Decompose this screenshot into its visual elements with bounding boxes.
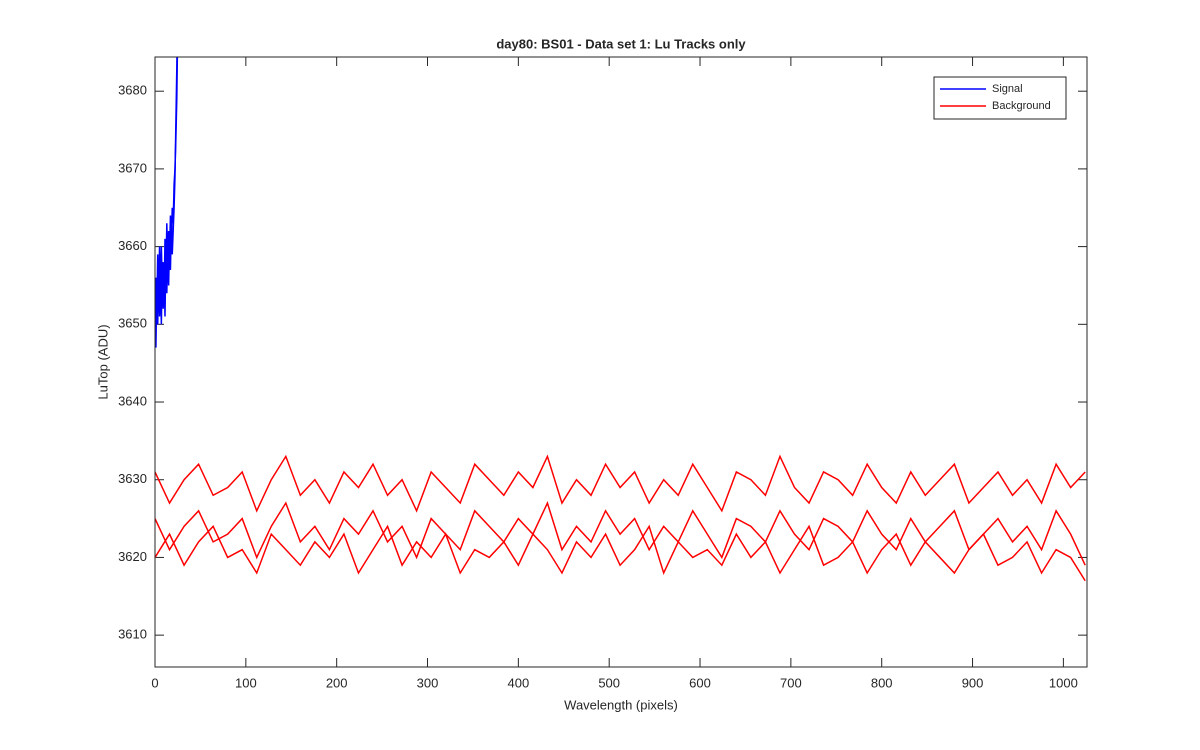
x-tick-label: 200 bbox=[326, 675, 348, 690]
y-tick-label: 3670 bbox=[118, 160, 147, 175]
legend-label: Signal bbox=[992, 83, 1023, 95]
plot-area bbox=[155, 57, 1087, 667]
axes-box bbox=[154, 56, 1088, 668]
legend-label: Background bbox=[992, 100, 1051, 112]
x-tick-label: 100 bbox=[235, 675, 257, 690]
x-tick-label: 1000 bbox=[1049, 675, 1078, 690]
y-tick-label: 3620 bbox=[118, 549, 147, 564]
y-tick-label: 3680 bbox=[118, 83, 147, 98]
x-tick-label: 300 bbox=[417, 675, 439, 690]
y-tick-label: 3650 bbox=[118, 316, 147, 331]
x-tick-label: 800 bbox=[871, 675, 893, 690]
line-trace bbox=[155, 500, 1086, 566]
line-trace bbox=[155, 57, 178, 348]
x-tick-label: 500 bbox=[598, 675, 620, 690]
y-tick-label: 3630 bbox=[118, 471, 147, 486]
y-tick-label: 3660 bbox=[118, 238, 147, 253]
chart-title: day80: BS01 - Data set 1: Lu Tracks only bbox=[496, 36, 746, 51]
y-tick-label: 3610 bbox=[118, 627, 147, 642]
x-tick-label: 600 bbox=[689, 675, 711, 690]
y-axis-label: LuTop (ADU) bbox=[95, 324, 110, 399]
plot-lines bbox=[155, 57, 1086, 582]
x-tick-label: 0 bbox=[151, 675, 158, 690]
line-trace bbox=[155, 524, 1086, 582]
y-tick-label: 3640 bbox=[118, 393, 147, 408]
x-tick-label: 700 bbox=[780, 675, 802, 690]
x-axis-label: Wavelength (pixels) bbox=[564, 697, 678, 712]
legend-box bbox=[933, 76, 1067, 120]
x-tick-label: 900 bbox=[962, 675, 984, 690]
x-tick-label: 400 bbox=[508, 675, 530, 690]
line-trace bbox=[155, 454, 1086, 513]
